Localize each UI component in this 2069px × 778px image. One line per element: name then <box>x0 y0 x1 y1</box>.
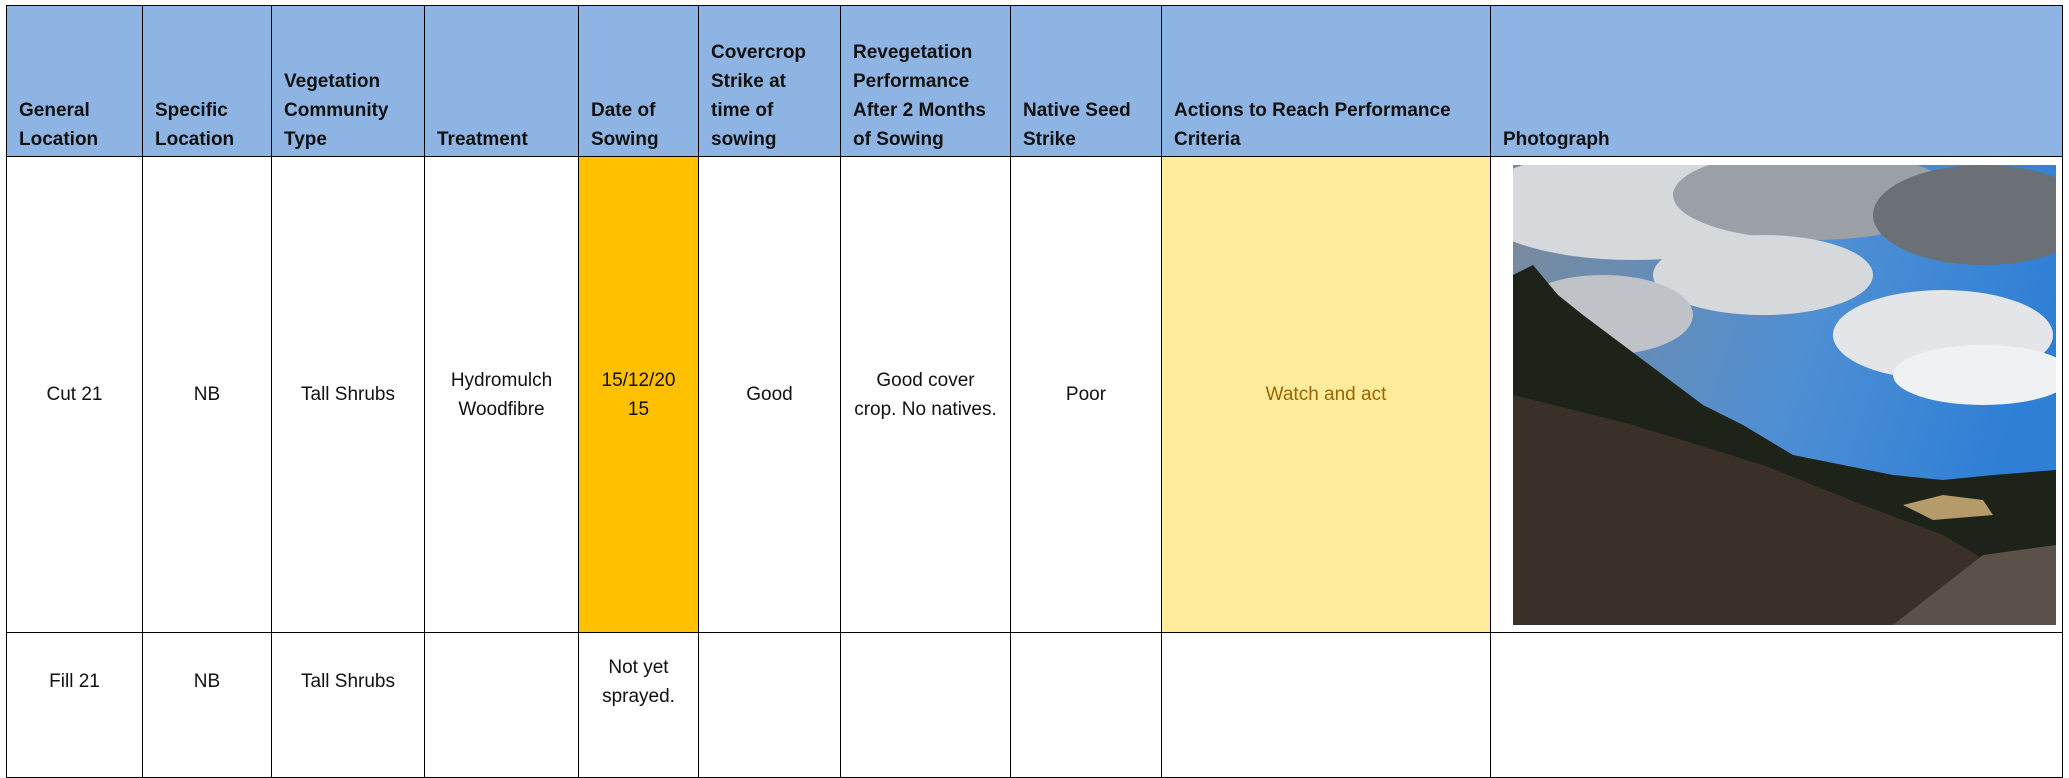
header: Actions to Reach Performance Criteria <box>1161 5 1491 157</box>
header: Date of Sowing <box>578 5 699 157</box>
cell <box>424 632 579 778</box>
cell: Good <box>698 156 841 633</box>
cell: NB <box>142 632 272 778</box>
row: Fill 21 NB Tall Shrubs Not yet sprayed. <box>6 632 2063 778</box>
cell <box>1161 632 1491 778</box>
cell: Fill 21 <box>6 632 143 778</box>
cell: 15/12/2015 <box>578 156 699 633</box>
row: Cut 21 NB Tall Shrubs Hydromulch Woodfib… <box>6 156 2063 633</box>
photograph <box>1513 165 2056 625</box>
cell: Cut 21 <box>6 156 143 633</box>
header: General Location <box>6 5 143 157</box>
header: Photograph <box>1490 5 2063 157</box>
cell: Watch and act <box>1161 156 1491 633</box>
cell: Not yet sprayed. <box>578 632 699 778</box>
cell: Hydromulch Woodfibre <box>424 156 579 633</box>
header: Revegetation Performance After 2 Months … <box>840 5 1011 157</box>
cell: NB <box>142 156 272 633</box>
header: Native Seed Strike <box>1010 5 1162 157</box>
header: Vegetation Community Type <box>271 5 425 157</box>
page: General Location Specific Location Veget… <box>6 5 2063 778</box>
cell: Tall Shrubs <box>271 156 425 633</box>
header-row: General Location Specific Location Veget… <box>6 5 2063 157</box>
cell <box>1490 632 2063 778</box>
cell <box>840 632 1011 778</box>
photo-cell <box>1490 156 2063 633</box>
cell: Good cover crop. No natives. <box>840 156 1011 633</box>
header: Specific Location <box>142 5 272 157</box>
revegetation-table: General Location Specific Location Veget… <box>6 5 2063 778</box>
cell <box>1010 632 1162 778</box>
header: Covercrop Strike at time of sowing <box>698 5 841 157</box>
header: Treatment <box>424 5 579 157</box>
cell: Tall Shrubs <box>271 632 425 778</box>
cell: Poor <box>1010 156 1162 633</box>
cell <box>698 632 841 778</box>
